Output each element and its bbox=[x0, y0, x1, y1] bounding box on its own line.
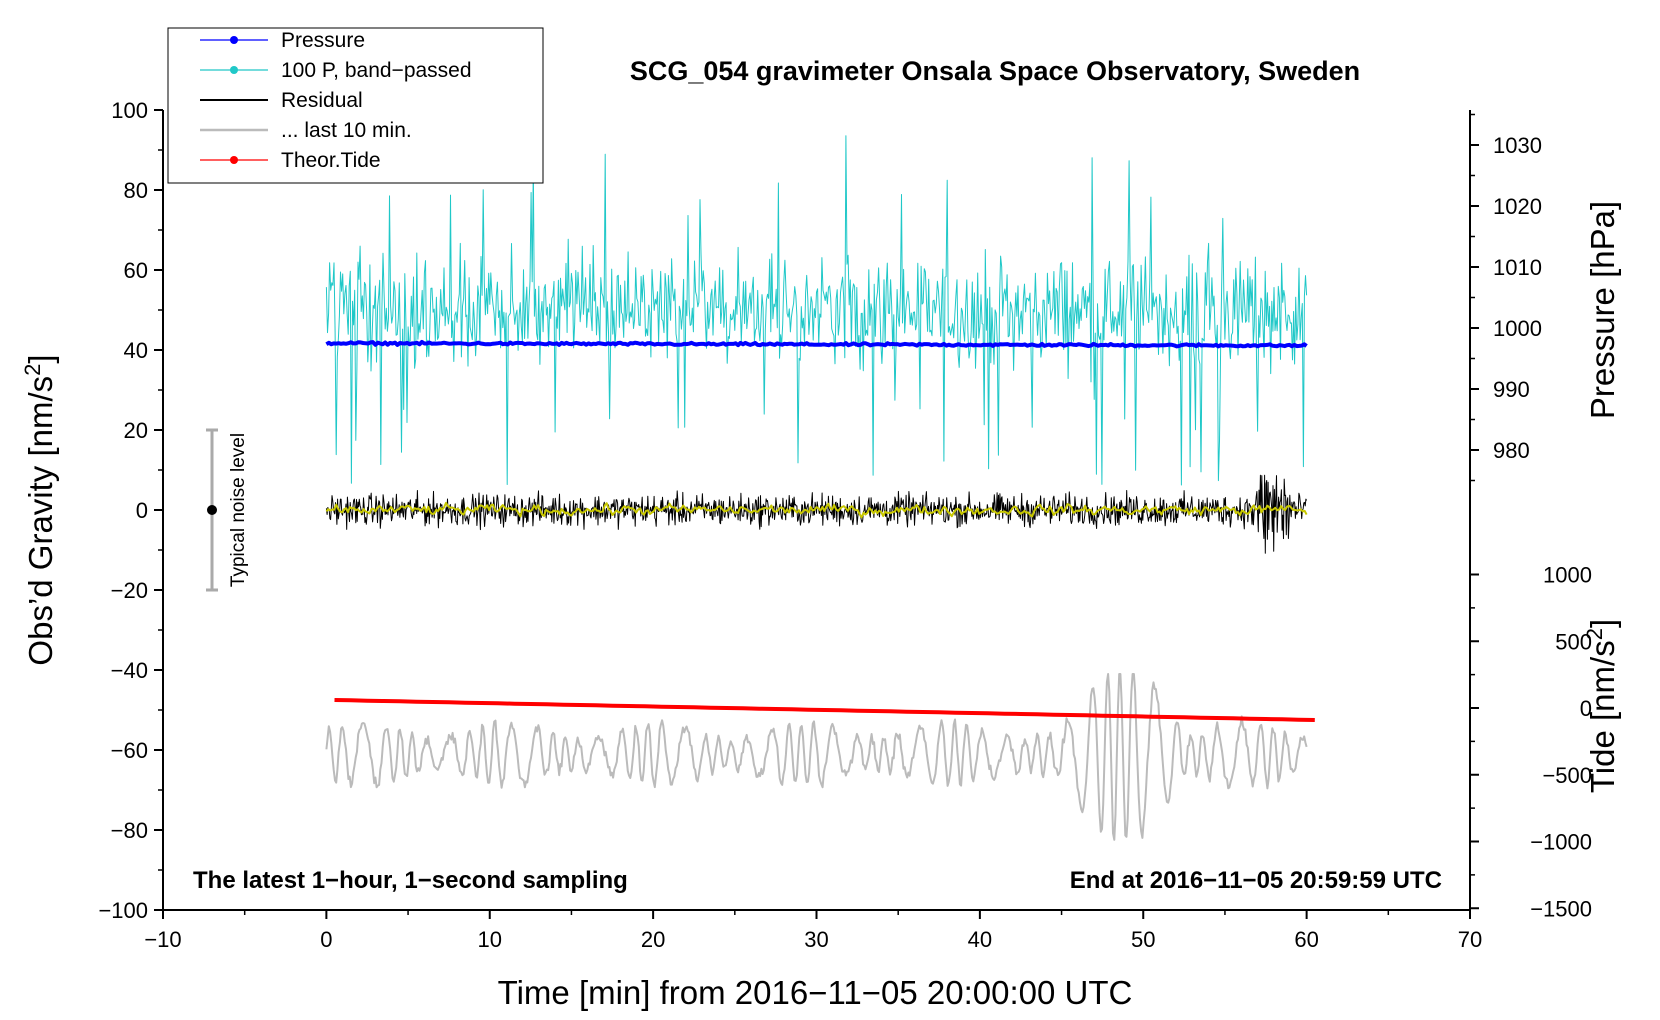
y-tick-label: 100 bbox=[111, 98, 148, 123]
x-tick-label: 60 bbox=[1294, 927, 1318, 952]
legend-label: Pressure bbox=[281, 29, 365, 52]
tide-tick-label: −1000 bbox=[1530, 830, 1592, 855]
residual-series bbox=[325, 474, 1308, 554]
x-axis-ticks: −10 0 10 20 30 40 50 60 70 bbox=[144, 910, 1482, 952]
pressure-line bbox=[325, 339, 1308, 349]
pressure-tick-label: 1030 bbox=[1493, 133, 1542, 158]
y-axis-title-main: Obs’d Gravity [nm/s bbox=[22, 376, 59, 666]
x-tick-label: 20 bbox=[641, 927, 665, 952]
y-tick-label: −20 bbox=[111, 578, 148, 603]
pressure-tick-label: 1020 bbox=[1493, 194, 1542, 219]
legend: Pressure 100 P, band−passed Residual ... la… bbox=[167, 27, 544, 184]
tide-tick-label: 0 bbox=[1580, 696, 1592, 721]
noise-bar-center bbox=[207, 505, 217, 515]
chart-title: SCG_054 gravimeter Onsala Space Observat… bbox=[630, 56, 1360, 86]
tide-tick-label: 500 bbox=[1555, 629, 1592, 654]
residual-smoothed-series bbox=[325, 501, 1308, 519]
tide-axis-title-end: ] bbox=[1584, 619, 1621, 628]
y-tick-label: 0 bbox=[136, 498, 148, 523]
tide-axis-title-sup: 2 bbox=[1582, 628, 1607, 640]
y-tick-label: 20 bbox=[124, 418, 148, 443]
y-tick-label: −40 bbox=[111, 658, 148, 683]
legend-marker bbox=[230, 156, 238, 164]
x-tick-label: 0 bbox=[320, 927, 332, 952]
legend-label: 100 P, band−passed bbox=[281, 59, 472, 82]
bandpassed-pressure-series bbox=[325, 135, 1308, 486]
pressure-tick-label: 1010 bbox=[1493, 255, 1542, 280]
y-axis-title: Obs’d Gravity [nm/s2] bbox=[20, 354, 59, 665]
tide-axis-title-main: Tide [nm/s bbox=[1584, 640, 1621, 793]
tide-tick-label: −500 bbox=[1542, 763, 1592, 788]
x-tick-label: 10 bbox=[478, 927, 502, 952]
end-time-annotation: End at 2016−11−05 20:59:59 UTC bbox=[1070, 867, 1442, 894]
last-10-min-line bbox=[325, 673, 1308, 841]
legend-marker bbox=[230, 66, 238, 74]
residual-line bbox=[325, 474, 1308, 554]
y-tick-label: 60 bbox=[124, 258, 148, 283]
y-tick-label: −60 bbox=[111, 738, 148, 763]
noise-level-label: Typical noise level bbox=[228, 433, 249, 587]
legend-label: ... last 10 min. bbox=[281, 119, 412, 142]
y-axis-ticks: −100 −80 −60 −40 −20 0 20 40 60 80 100 bbox=[98, 98, 163, 923]
legend-box bbox=[167, 27, 544, 184]
pressure-tick-label: 1000 bbox=[1493, 316, 1542, 341]
x-tick-label: 70 bbox=[1458, 927, 1482, 952]
pressure-axis-title: Pressure [hPa] bbox=[1584, 201, 1621, 419]
legend-label: Theor.Tide bbox=[281, 149, 381, 172]
tide-axis-title: Tide [nm/s2] bbox=[1582, 619, 1621, 793]
pressure-axis-ticks: 980 990 1000 1010 1020 1030 bbox=[1470, 113, 1542, 482]
x-axis-title: Time [min] from 2016−11−05 20:00:00 UTC bbox=[498, 974, 1133, 1011]
y-tick-label: −80 bbox=[111, 818, 148, 843]
noise-level-indicator: Typical noise level bbox=[206, 428, 249, 592]
sampling-annotation: The latest 1−hour, 1−second sampling bbox=[193, 867, 628, 894]
tide-tick-label: 1000 bbox=[1543, 563, 1592, 588]
pressure-series bbox=[325, 339, 1308, 349]
x-tick-label: 50 bbox=[1131, 927, 1155, 952]
y-tick-label: 40 bbox=[124, 338, 148, 363]
x-tick-label: −10 bbox=[144, 927, 181, 952]
y-tick-label: 80 bbox=[124, 178, 148, 203]
pressure-tick-label: 980 bbox=[1493, 438, 1530, 463]
bandpassed-pressure-line bbox=[325, 135, 1308, 486]
last-10-min-series bbox=[325, 673, 1308, 841]
y-tick-label: −100 bbox=[98, 898, 148, 923]
residual-smoothed-line bbox=[325, 501, 1308, 519]
pressure-tick-label: 990 bbox=[1493, 377, 1530, 402]
y-axis-title-sup: 2 bbox=[20, 364, 45, 376]
legend-entries: Pressure 100 P, band−passed Residual ... la… bbox=[200, 29, 472, 172]
x-tick-label: 40 bbox=[968, 927, 992, 952]
legend-marker bbox=[230, 36, 238, 44]
legend-label: Residual bbox=[281, 89, 363, 112]
y-axis-title-end: ] bbox=[22, 354, 59, 363]
tide-tick-label: −1500 bbox=[1530, 896, 1592, 921]
tide-line bbox=[334, 698, 1315, 722]
tide-axis-ticks: −1500 −1000 −500 0 500 1000 bbox=[1470, 563, 1592, 921]
x-tick-label: 30 bbox=[804, 927, 828, 952]
theoretical-tide-series bbox=[334, 698, 1315, 722]
